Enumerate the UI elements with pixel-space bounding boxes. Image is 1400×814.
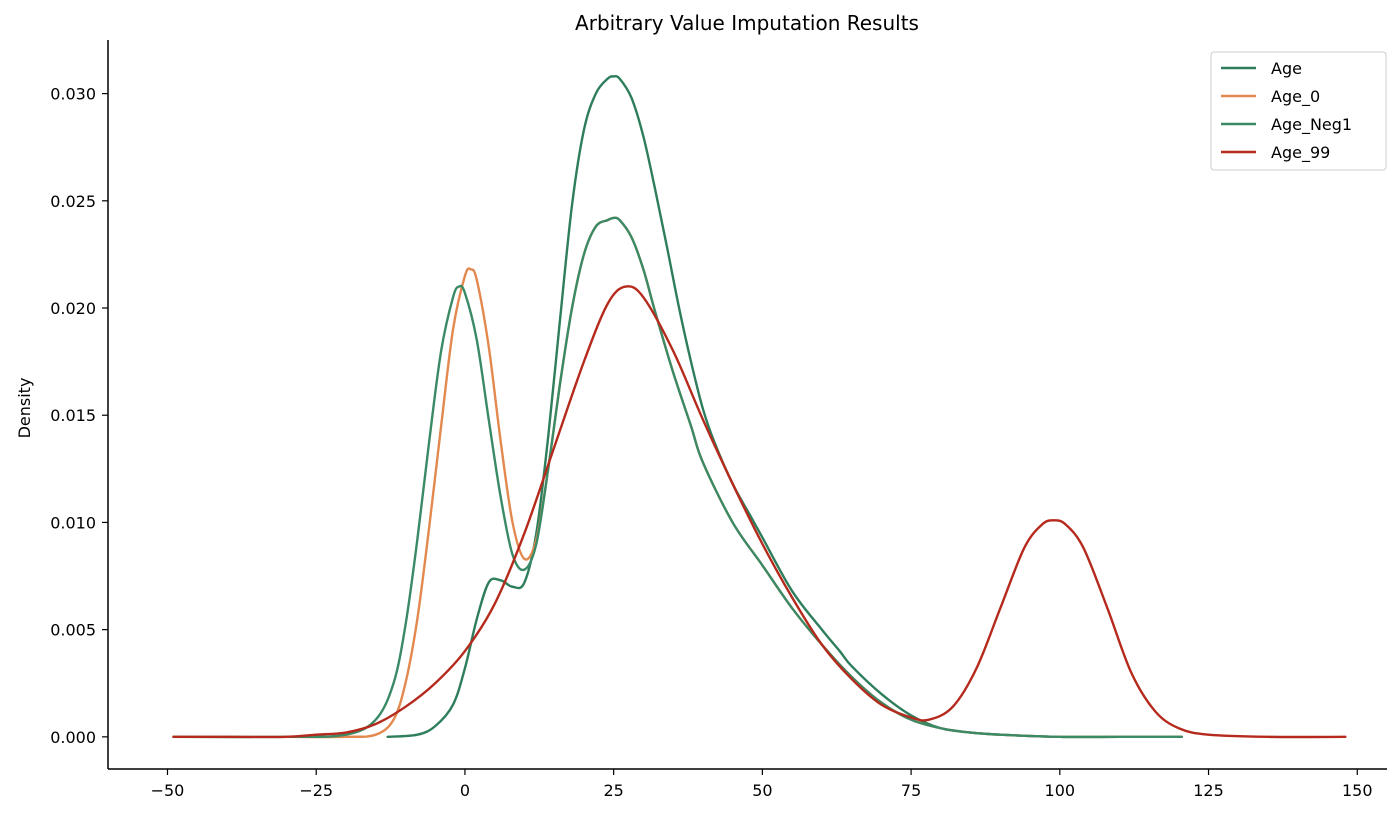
x-tick-label: 75	[901, 781, 921, 800]
series-line-age-0	[285, 216, 1183, 739]
y-tick-label: 0.000	[50, 728, 96, 747]
x-tick-label: 150	[1342, 781, 1373, 800]
y-tick-label: 0.010	[50, 513, 96, 532]
legend-label: Age_0	[1271, 87, 1320, 107]
series-line-age-99	[172, 285, 1347, 739]
legend-label: Age_99	[1271, 143, 1330, 163]
legend-label: Age_Neg1	[1271, 115, 1352, 135]
x-tick-label: 0	[460, 781, 470, 800]
x-tick-label: 50	[752, 781, 772, 800]
x-tick-label: −50	[151, 781, 185, 800]
series-layer	[172, 74, 1347, 739]
y-tick-label: 0.020	[50, 299, 96, 318]
chart-title: Arbitrary Value Imputation Results	[575, 11, 919, 35]
x-tick-label: 125	[1193, 781, 1224, 800]
legend-label: Age	[1271, 59, 1302, 78]
y-axis-label: Density	[15, 378, 34, 439]
series-line-age-neg1	[172, 216, 1183, 739]
x-ticks: −50 −25 0 25 50 75 100 125 150	[151, 769, 1373, 800]
y-tick-label: 0.005	[50, 621, 96, 640]
x-tick-label: 100	[1045, 781, 1076, 800]
x-tick-label: 25	[603, 781, 623, 800]
x-tick-label: −25	[299, 781, 333, 800]
y-tick-label: 0.015	[50, 406, 96, 425]
legend: Age Age_0 Age_Neg1 Age_99	[1210, 51, 1387, 171]
y-tick-label: 0.025	[50, 192, 96, 211]
y-ticks: 0.000 0.005 0.010 0.015 0.020 0.025 0.030	[50, 85, 108, 747]
series-line-age	[386, 74, 1183, 739]
legend-frame	[1210, 51, 1387, 171]
y-tick-label: 0.030	[50, 85, 96, 104]
